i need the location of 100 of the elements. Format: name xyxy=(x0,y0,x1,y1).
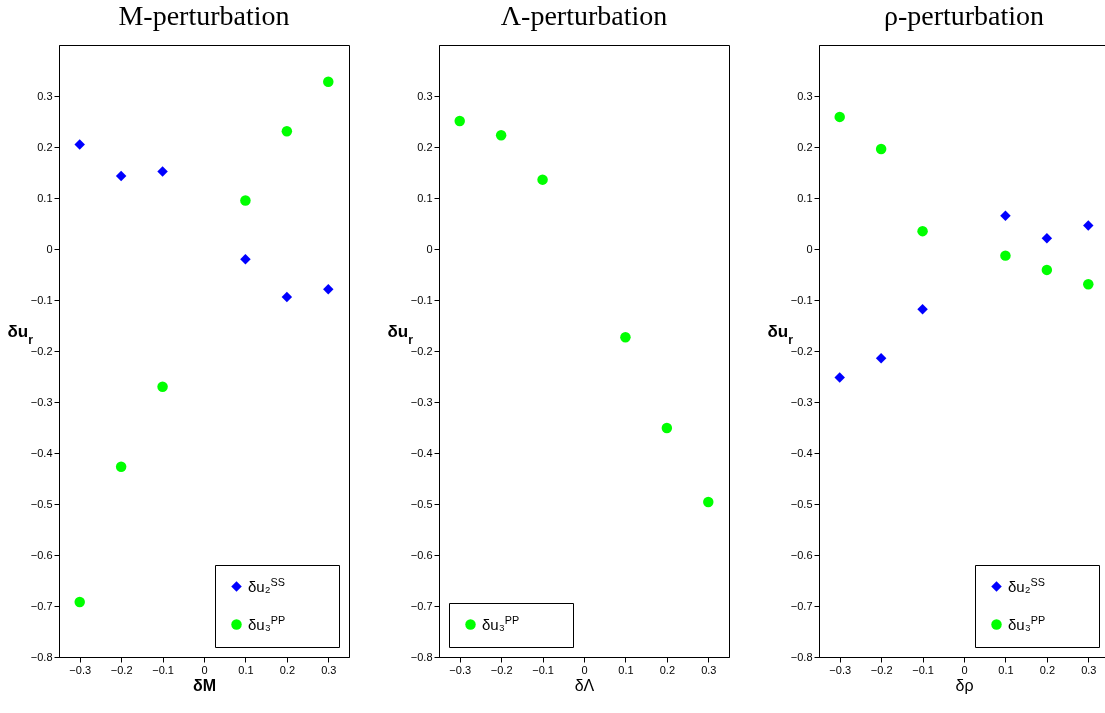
y-tick-label: −0.4 xyxy=(30,446,53,459)
point xyxy=(157,381,168,392)
point xyxy=(661,422,673,434)
y-tick-label: 0.3 xyxy=(797,89,813,102)
point xyxy=(281,291,293,303)
y-tick-label: −0.6 xyxy=(30,548,53,561)
y-tick-label: −0.5 xyxy=(410,497,433,510)
x-tick-label: 0 xyxy=(201,663,208,676)
x-tick-label: 0.2 xyxy=(279,663,296,676)
x-tick-label: −0.2 xyxy=(110,663,133,676)
y-tick-label: −0.3 xyxy=(30,395,53,408)
point xyxy=(875,143,887,155)
y-tick-label: 0.2 xyxy=(37,140,53,153)
y-axis-title: δu$_{r}$ xyxy=(767,321,794,347)
x-axis-title: δM xyxy=(192,676,217,694)
point xyxy=(917,225,928,237)
x-tick-label: 0.3 xyxy=(701,663,717,676)
x-tick-label: 0.1 xyxy=(238,663,254,676)
point xyxy=(1000,250,1011,261)
legend-label: δu₃$^{PP}$ xyxy=(1008,613,1046,633)
y-tick-label: 0.1 xyxy=(417,191,433,204)
y-tick-label: 0 xyxy=(46,242,53,255)
x-tick-label: −0.1 xyxy=(532,663,554,676)
x-tick-label: 0 xyxy=(961,663,968,676)
y-tick-label: −0.7 xyxy=(790,599,813,612)
y-tick-label: 0.1 xyxy=(37,191,53,204)
y-tick-label: −0.3 xyxy=(790,395,813,408)
point xyxy=(620,332,631,343)
point xyxy=(281,125,293,137)
x-tick-label: −0.1 xyxy=(152,663,174,676)
y-tick-label: −0.2 xyxy=(790,344,813,357)
legend-label: δu₃$^{PP}$ xyxy=(248,613,286,633)
point xyxy=(74,596,85,608)
point xyxy=(240,253,251,265)
x-tick-label: 0.3 xyxy=(321,663,337,676)
point xyxy=(240,195,251,206)
y-tick-label: 0.1 xyxy=(797,191,813,204)
y-tick-label: 0 xyxy=(426,242,433,255)
x-axis-title: δρ xyxy=(955,676,974,694)
y-tick-label: −0.6 xyxy=(790,548,813,561)
chart-title: ρ-perturbation xyxy=(883,0,1045,31)
x-tick-label: −0.3 xyxy=(449,663,472,676)
y-tick-label: −0.5 xyxy=(30,497,53,510)
point xyxy=(917,303,928,315)
x-tick-label: 0.2 xyxy=(1039,663,1056,676)
y-tick-label: 0.2 xyxy=(797,140,813,153)
y-axis-title: δu$_{r}$ xyxy=(387,321,414,347)
x-tick-label: −0.2 xyxy=(490,663,513,676)
x-tick-label: 0.3 xyxy=(1081,663,1097,676)
y-tick-label: 0.2 xyxy=(417,140,433,153)
y-tick-label: −0.1 xyxy=(410,293,433,306)
legend-label: δu₂$^{SS}$ xyxy=(1008,575,1045,595)
y-tick-label: −0.4 xyxy=(790,446,813,459)
chart-title: Λ-perturbation xyxy=(500,0,668,31)
y-tick-label: −0.8 xyxy=(790,650,813,663)
point xyxy=(1083,220,1094,231)
point xyxy=(1041,264,1053,276)
point xyxy=(1041,233,1053,244)
point xyxy=(537,174,548,185)
y-tick-label: 0.3 xyxy=(37,89,53,102)
y-tick-label: −0.3 xyxy=(410,395,433,408)
y-axis-title: δu$_{r}$ xyxy=(7,321,34,347)
chart-title: M-perturbation xyxy=(118,0,290,31)
y-tick-label: −0.2 xyxy=(30,344,53,357)
x-tick-label: −0.3 xyxy=(69,663,92,676)
point xyxy=(834,372,845,383)
y-tick-label: −0.5 xyxy=(790,497,813,510)
x-tick-label: 0.2 xyxy=(659,663,676,676)
point xyxy=(115,461,127,472)
y-tick-label: 0 xyxy=(806,242,813,255)
y-tick-label: −0.7 xyxy=(410,599,433,612)
x-tick-label: −0.2 xyxy=(870,663,893,676)
point xyxy=(703,496,714,508)
point xyxy=(875,352,887,364)
legend-label: δu₃$^{PP}$ xyxy=(482,613,520,633)
point xyxy=(115,170,127,182)
x-tick-label: 0.1 xyxy=(998,663,1014,676)
y-tick-label: −0.8 xyxy=(410,650,433,663)
point xyxy=(495,130,507,141)
legend-label: δu₂$^{SS}$ xyxy=(248,575,285,595)
x-tick-label: −0.3 xyxy=(829,663,852,676)
y-tick-label: −0.4 xyxy=(410,446,433,459)
y-tick-label: −0.6 xyxy=(410,548,433,561)
y-tick-label: 0.3 xyxy=(417,89,433,102)
x-tick-label: 0.1 xyxy=(618,663,634,676)
point xyxy=(834,111,845,123)
point xyxy=(454,115,465,127)
point xyxy=(74,139,85,150)
y-tick-label: −0.1 xyxy=(790,293,813,306)
point xyxy=(323,76,334,87)
x-tick-label: 0 xyxy=(581,663,588,676)
point xyxy=(323,284,334,295)
point xyxy=(1000,210,1011,222)
y-tick-label: −0.2 xyxy=(410,344,433,357)
y-tick-label: −0.7 xyxy=(30,599,53,612)
x-axis-title: δΛ xyxy=(574,676,595,694)
y-tick-label: −0.1 xyxy=(30,293,53,306)
point xyxy=(1083,278,1094,290)
y-tick-label: −0.8 xyxy=(30,650,53,663)
point xyxy=(157,166,168,177)
